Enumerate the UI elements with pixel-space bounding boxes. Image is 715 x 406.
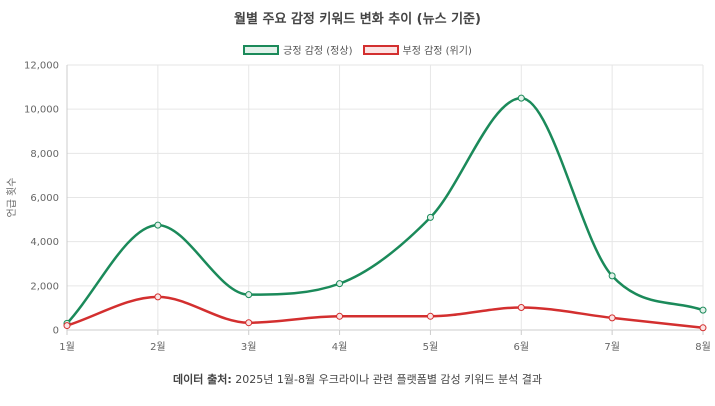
data-point-negative	[517, 303, 525, 311]
data-point-positive	[517, 94, 525, 102]
y-tick-label: 4,000	[30, 237, 59, 248]
data-point-positive	[699, 306, 707, 314]
data-point-positive	[154, 221, 162, 229]
x-tick-label: 5월	[423, 341, 439, 353]
source-label: 데이터 출처:	[172, 373, 232, 386]
x-tick-label: 2월	[150, 341, 166, 353]
data-point-positive	[608, 272, 616, 280]
x-tick-label: 4월	[332, 341, 348, 353]
y-tick-label: 2,000	[30, 281, 59, 292]
x-tick-label: 1월	[59, 341, 75, 353]
data-source-note: 데이터 출처: 2025년 1월-8월 우크라이나 관련 플랫폼별 감성 키워드…	[0, 371, 715, 387]
data-point-negative	[245, 319, 253, 327]
data-point-negative	[426, 312, 434, 320]
data-point-negative	[63, 322, 71, 330]
series-line-negative	[66, 295, 704, 330]
data-point-positive	[336, 280, 344, 288]
x-tick-label: 3월	[241, 341, 257, 353]
legend-label-positive: 긍정 감정 (정상)	[283, 46, 353, 57]
data-point-negative	[154, 293, 162, 301]
chart-title: 월별 주요 감정 키워드 변화 추이 (뉴스 기준)	[234, 12, 481, 27]
y-tick-label: 8,000	[30, 149, 59, 160]
data-point-negative	[336, 312, 344, 320]
legend-swatch-negative	[362, 44, 399, 55]
y-tick-label: 6,000	[30, 193, 59, 204]
source-text: 2025년 1월-8월 우크라이나 관련 플랫폼별 감성 키워드 분석 결과	[231, 373, 543, 386]
legend-swatch-positive	[243, 44, 280, 55]
legend: 긍정 감정 (정상) 부정 감정 (위기)	[0, 42, 715, 57]
x-tick-label: 7월	[604, 341, 620, 353]
legend-label-negative: 부정 감정 (위기)	[402, 46, 472, 57]
legend-item-negative[interactable]: 부정 감정 (위기)	[362, 42, 472, 57]
data-point-negative	[608, 314, 616, 322]
x-tick-label: 8월	[695, 341, 711, 353]
series-line-positive	[66, 96, 704, 325]
y-tick-label: 12,000	[24, 61, 59, 72]
x-tick-label: 6월	[514, 341, 530, 353]
y-axis-title: 언급 횟수	[6, 178, 18, 218]
y-tick-label: 10,000	[24, 105, 59, 116]
y-tick-label: 0	[53, 326, 59, 337]
data-point-positive	[426, 213, 434, 221]
legend-item-positive[interactable]: 긍정 감정 (정상)	[243, 42, 353, 57]
data-point-positive	[245, 291, 253, 299]
data-point-negative	[699, 324, 707, 332]
